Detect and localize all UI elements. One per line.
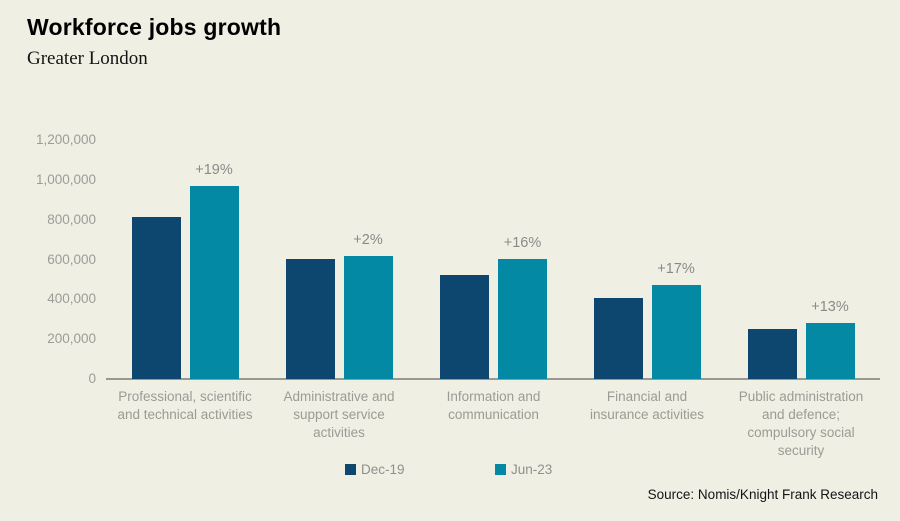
bar-jun-23-group-1 — [189, 185, 239, 379]
y-tick-label-200000: 200,000 — [47, 331, 96, 347]
bar-dec-19-group-2 — [285, 258, 335, 379]
y-tick-label-1000000: 1,000,000 — [35, 171, 96, 187]
growth-label-group-2: +2% — [353, 231, 383, 248]
y-tick-label-0: 0 — [88, 371, 96, 386]
bar-jun-23-group-5 — [805, 322, 855, 379]
category-label-line: Financial and — [606, 389, 688, 404]
growth-label-group-1: +19% — [195, 161, 233, 178]
x-axis-line — [106, 378, 880, 380]
legend-item-jun-23: Jun-23 — [495, 461, 553, 477]
category-label-line: support service — [293, 407, 385, 422]
legend-swatch-dec-19 — [345, 463, 356, 475]
growth-label-group-3: +16% — [503, 235, 542, 252]
category-label-line: communication — [448, 407, 539, 422]
bar-dec-19-group-3 — [440, 275, 489, 379]
growth-label-group-5: +13% — [811, 298, 849, 315]
category-label-line: Professional, scientific — [118, 389, 252, 404]
legend-label: Dec-19 — [361, 461, 405, 477]
y-tick-label-600000: 600,000 — [47, 251, 96, 267]
bar-jun-23-group-4 — [651, 284, 701, 379]
bar-jun-23-group-2 — [343, 255, 393, 379]
category-label-line: compulsory social — [747, 425, 855, 440]
category-label-line: Administrative and — [283, 389, 395, 404]
chart-title: Workforce jobs growth — [27, 14, 282, 40]
category-label-line: insurance activities — [589, 407, 705, 422]
y-tick-label-1200000: 1,200,000 — [35, 132, 96, 148]
category-label-line: security — [777, 443, 825, 458]
bar-dec-19-group-4 — [593, 298, 643, 379]
category-label-line: and defence; — [761, 407, 841, 422]
category-label-line: and technical activities — [117, 407, 253, 422]
category-label-group-4: Financial and insurance activities — [557, 388, 737, 424]
bar-jun-23-group-3 — [498, 259, 547, 379]
legend-swatch-jun-23 — [495, 463, 506, 475]
category-label-group-3: Information and communication — [404, 388, 584, 424]
chart-subtitle: Greater London — [27, 48, 148, 69]
category-label-line: activities — [313, 425, 365, 440]
legend-label: Jun-23 — [511, 461, 553, 477]
category-label-group-5: Public administration and defence; compuls… — [711, 388, 891, 460]
y-tick-label-800000: 800,000 — [47, 211, 96, 227]
category-label-group-2: Administrative and support service activit… — [249, 388, 429, 442]
growth-label-group-4: +17% — [657, 260, 695, 277]
category-label-line: Information and — [446, 389, 541, 404]
bar-dec-19-group-1 — [131, 216, 181, 379]
y-tick-label-400000: 400,000 — [47, 291, 96, 307]
bar-dec-19-group-5 — [747, 329, 797, 379]
category-label-line: Public administration — [738, 389, 864, 404]
legend-item-dec-19: Dec-19 — [345, 461, 405, 477]
source-text: Source: Nomis/Knight Frank Research — [647, 487, 878, 502]
category-label-group-1: Professional, scientific and technical ac… — [95, 388, 275, 424]
